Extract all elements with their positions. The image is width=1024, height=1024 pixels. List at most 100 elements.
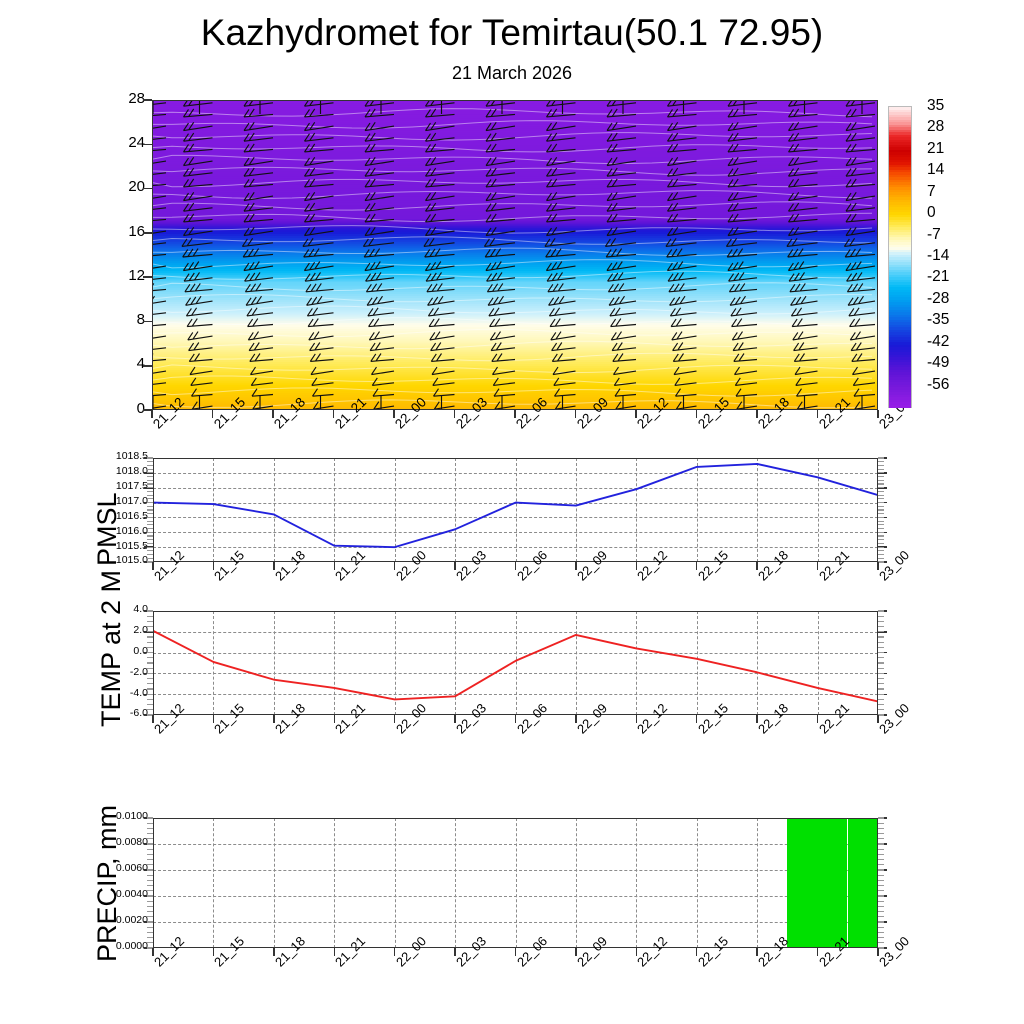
y-tick xyxy=(143,409,152,411)
colorbar-segment xyxy=(889,149,911,153)
x-tick xyxy=(696,948,698,956)
v-gridline xyxy=(817,458,819,562)
colorbar-tick-label: -28 xyxy=(927,289,950,307)
y-tick-label: 0.0080 xyxy=(115,836,148,849)
y-minor-tick xyxy=(147,817,153,819)
y-minor-tick-right xyxy=(878,921,884,923)
colorbar-segment xyxy=(889,107,911,111)
v-gridline xyxy=(455,458,457,562)
colorbar-segment xyxy=(889,329,911,333)
colorbar-segment xyxy=(889,214,911,218)
precip-plot xyxy=(153,818,878,948)
y-tick-label: 1016.0 xyxy=(115,524,148,537)
y-minor-tick xyxy=(147,641,153,643)
y-tick-label: 28 xyxy=(128,89,145,107)
colorbar-segment xyxy=(889,194,911,198)
colorbar-segment xyxy=(889,327,911,331)
y-minor-tick xyxy=(147,476,153,478)
y-minor-tick-right xyxy=(878,641,884,643)
colorbar-segment xyxy=(889,297,911,301)
x-tick xyxy=(514,562,517,570)
x-tick xyxy=(272,410,274,418)
colorbar-tick-label: -56 xyxy=(927,375,950,393)
y-minor-tick xyxy=(147,505,153,507)
y-minor-tick-right xyxy=(878,827,884,830)
y-minor-tick-right xyxy=(878,905,884,908)
y-minor-tick-right xyxy=(878,479,884,481)
y-minor-tick xyxy=(147,874,153,876)
colorbar-segment xyxy=(889,159,911,163)
colorbar-segment xyxy=(889,374,911,378)
v-gridline xyxy=(696,818,698,948)
colorbar-segment xyxy=(889,119,911,123)
x-tick xyxy=(514,715,517,723)
y-minor-tick xyxy=(147,468,153,470)
colorbar-segment xyxy=(889,267,911,271)
y-minor-tick xyxy=(147,853,153,856)
y-minor-tick-right xyxy=(878,900,884,902)
colorbar-segment xyxy=(889,394,911,398)
x-tick xyxy=(574,410,577,418)
y-minor-tick xyxy=(147,483,153,485)
v-gridline xyxy=(394,818,396,948)
y-minor-tick-right xyxy=(878,561,884,563)
colorbar-segment xyxy=(889,389,911,393)
colorbar-segment xyxy=(889,287,911,291)
y-minor-tick xyxy=(147,709,153,711)
colorbar-tick-label: -14 xyxy=(927,247,950,264)
page-title: Kazhydromet for Temirtau(50.1 72.95) xyxy=(200,12,824,53)
y-minor-tick xyxy=(147,833,153,835)
v-gridline xyxy=(757,458,759,562)
v-gridline xyxy=(273,458,275,562)
y-minor-tick xyxy=(147,509,153,511)
colorbar-segment xyxy=(889,362,911,366)
colorbar-segment xyxy=(889,387,911,391)
v-gridline xyxy=(757,611,759,715)
y-minor-tick xyxy=(147,942,153,944)
v-gridline xyxy=(334,458,336,562)
colorbar-segment xyxy=(889,152,911,156)
y-minor-tick-right xyxy=(878,498,884,500)
colorbar-segment xyxy=(889,342,911,346)
x-tick xyxy=(816,715,819,723)
colorbar-segment xyxy=(889,359,911,363)
colorbar-segment xyxy=(889,189,911,193)
colorbar-segment xyxy=(889,292,911,296)
y-tick-label: 0.0040 xyxy=(115,888,148,901)
colorbar-segment xyxy=(889,259,911,263)
y-minor-tick xyxy=(147,704,153,706)
x-tick xyxy=(514,948,517,956)
y-minor-tick-right xyxy=(878,487,884,489)
x-tick xyxy=(212,948,215,956)
y-minor-tick xyxy=(147,843,153,845)
y-minor-tick xyxy=(147,610,153,612)
y-minor-tick xyxy=(147,502,153,504)
colorbar-segment xyxy=(889,379,911,383)
cross-section-canvas xyxy=(152,100,878,410)
x-tick xyxy=(696,715,698,723)
x-tick xyxy=(454,948,456,956)
pmsl-series xyxy=(153,462,878,549)
y-tick-label: 0 xyxy=(136,399,145,417)
v-gridline xyxy=(273,818,275,948)
x-tick xyxy=(816,562,819,570)
page-subtitle: 21 March 2026 xyxy=(451,63,573,83)
colorbar-segment xyxy=(889,139,911,143)
v-gridline xyxy=(636,458,638,562)
y-minor-tick xyxy=(147,859,153,861)
colorbar-segment xyxy=(889,402,911,406)
colorbar-segment xyxy=(889,169,911,173)
colorbar-segment xyxy=(889,282,911,286)
x-tick xyxy=(273,948,275,956)
x-tick xyxy=(635,948,638,956)
colorbar-segment xyxy=(889,392,911,396)
y-minor-tick-right xyxy=(878,502,884,504)
y-minor-tick-right xyxy=(878,817,884,819)
colorbar-segment xyxy=(889,399,911,403)
y-minor-tick xyxy=(147,539,153,541)
colorbar-tick-label: 7 xyxy=(927,182,936,200)
pmsl-plot xyxy=(153,458,878,562)
colorbar-segment xyxy=(889,129,911,133)
y-minor-tick xyxy=(147,620,153,623)
y-minor-tick xyxy=(147,931,153,934)
